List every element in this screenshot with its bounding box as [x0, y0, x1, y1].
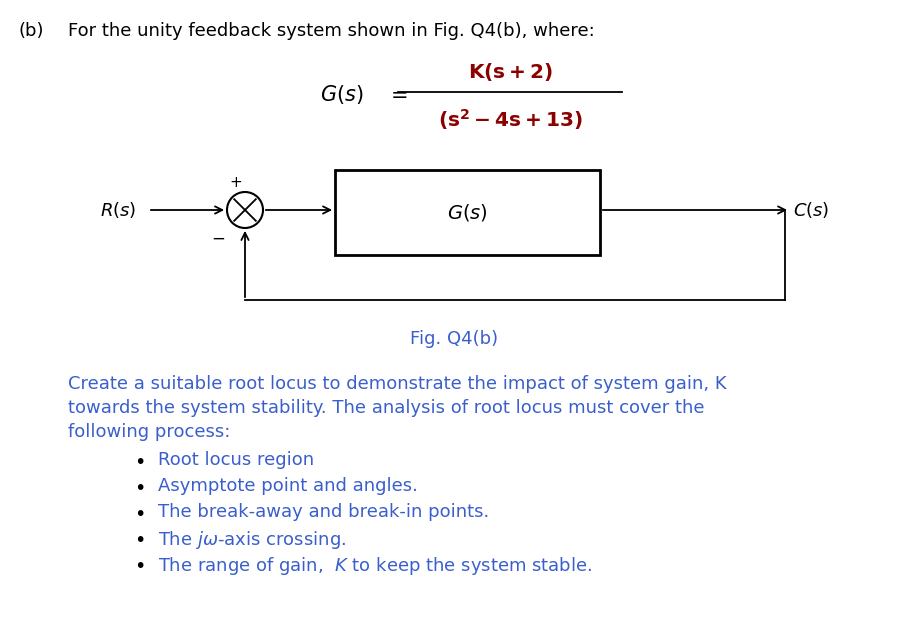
- Text: following process:: following process:: [68, 423, 231, 441]
- Text: Asymptote point and angles.: Asymptote point and angles.: [158, 477, 418, 495]
- Text: Root locus region: Root locus region: [158, 451, 314, 469]
- Text: $=$: $=$: [386, 86, 408, 105]
- Text: $\mathit{R(s)}$: $\mathit{R(s)}$: [100, 200, 136, 220]
- Text: •: •: [134, 453, 145, 472]
- Text: Create a suitable root locus to demonstrate the impact of system gain, K: Create a suitable root locus to demonstr…: [68, 375, 726, 393]
- Text: •: •: [134, 479, 145, 498]
- Text: The range of gain,  $\mathit{K}$ to keep the system stable.: The range of gain, $\mathit{K}$ to keep …: [158, 555, 592, 577]
- Text: For the unity feedback system shown in Fig. Q4(b), where:: For the unity feedback system shown in F…: [68, 22, 595, 40]
- Text: $\mathbf{\mathit{G(s)}}$: $\mathbf{\mathit{G(s)}}$: [320, 84, 363, 107]
- Text: (b): (b): [18, 22, 44, 40]
- Text: Fig. Q4(b): Fig. Q4(b): [410, 330, 498, 348]
- Text: The break-away and break-in points.: The break-away and break-in points.: [158, 503, 489, 521]
- Bar: [335, 170, 600, 255]
- Text: −: −: [212, 230, 225, 248]
- Text: $\mathit{C(s)}$: $\mathit{C(s)}$: [793, 200, 829, 220]
- Text: •: •: [134, 531, 145, 550]
- Text: $\mathbf{K(s+2)}$: $\mathbf{K(s+2)}$: [468, 61, 552, 83]
- Text: $\mathbf{(s^2-4s+13)}$: $\mathbf{(s^2-4s+13)}$: [438, 108, 582, 133]
- Text: towards the system stability. The analysis of root locus must cover the: towards the system stability. The analys…: [68, 399, 705, 417]
- Text: •: •: [134, 557, 145, 576]
- Text: The $\mathit{j\omega}$-axis crossing.: The $\mathit{j\omega}$-axis crossing.: [158, 529, 346, 551]
- Text: $\mathit{G(s)}$: $\mathit{G(s)}$: [447, 202, 488, 223]
- Text: •: •: [134, 505, 145, 524]
- Text: +: +: [229, 175, 242, 190]
